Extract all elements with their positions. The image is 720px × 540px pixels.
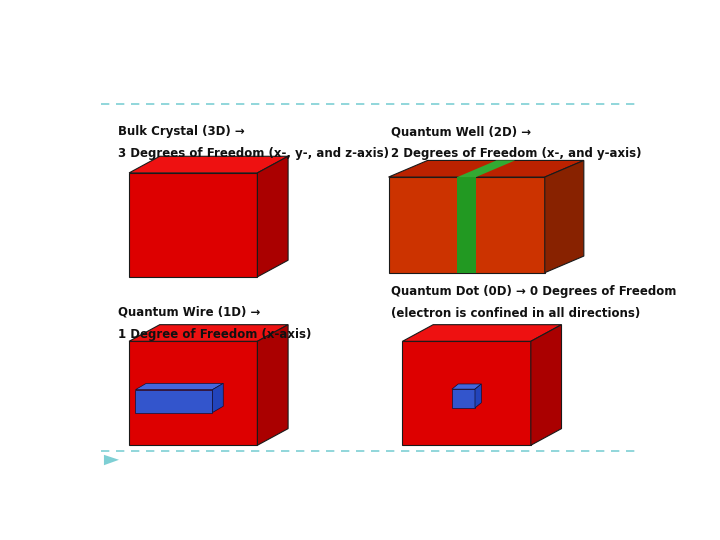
- Polygon shape: [129, 156, 288, 173]
- Polygon shape: [389, 177, 545, 273]
- Polygon shape: [389, 160, 584, 177]
- Text: Quantum Well (2D) →: Quantum Well (2D) →: [392, 125, 531, 138]
- Polygon shape: [258, 156, 288, 277]
- Text: 3 Degrees of Freedom (x-, y-, and z-axis): 3 Degrees of Freedom (x-, y-, and z-axis…: [118, 147, 389, 160]
- Polygon shape: [475, 384, 482, 408]
- Polygon shape: [545, 160, 584, 273]
- Polygon shape: [212, 383, 223, 413]
- Polygon shape: [258, 325, 288, 445]
- Polygon shape: [457, 160, 515, 177]
- Polygon shape: [531, 325, 562, 445]
- Polygon shape: [104, 455, 119, 465]
- Text: (electron is confined in all directions): (electron is confined in all directions): [392, 307, 641, 320]
- Polygon shape: [129, 173, 258, 277]
- Text: Bulk Crystal (3D) →: Bulk Crystal (3D) →: [118, 125, 245, 138]
- Polygon shape: [135, 390, 212, 413]
- Polygon shape: [129, 325, 288, 341]
- Polygon shape: [452, 384, 482, 389]
- Polygon shape: [457, 177, 476, 273]
- Polygon shape: [452, 389, 475, 408]
- Text: 1 Degree of Freedom (x-axis): 1 Degree of Freedom (x-axis): [118, 328, 311, 341]
- Polygon shape: [129, 341, 258, 446]
- Polygon shape: [402, 341, 531, 446]
- Polygon shape: [402, 325, 562, 341]
- Text: Quantum Wire (1D) →: Quantum Wire (1D) →: [118, 306, 260, 319]
- Polygon shape: [135, 383, 223, 390]
- Text: 2 Degrees of Freedom (x-, and y-axis): 2 Degrees of Freedom (x-, and y-axis): [392, 147, 642, 160]
- Text: Quantum Dot (0D) → 0 Degrees of Freedom: Quantum Dot (0D) → 0 Degrees of Freedom: [392, 285, 677, 298]
